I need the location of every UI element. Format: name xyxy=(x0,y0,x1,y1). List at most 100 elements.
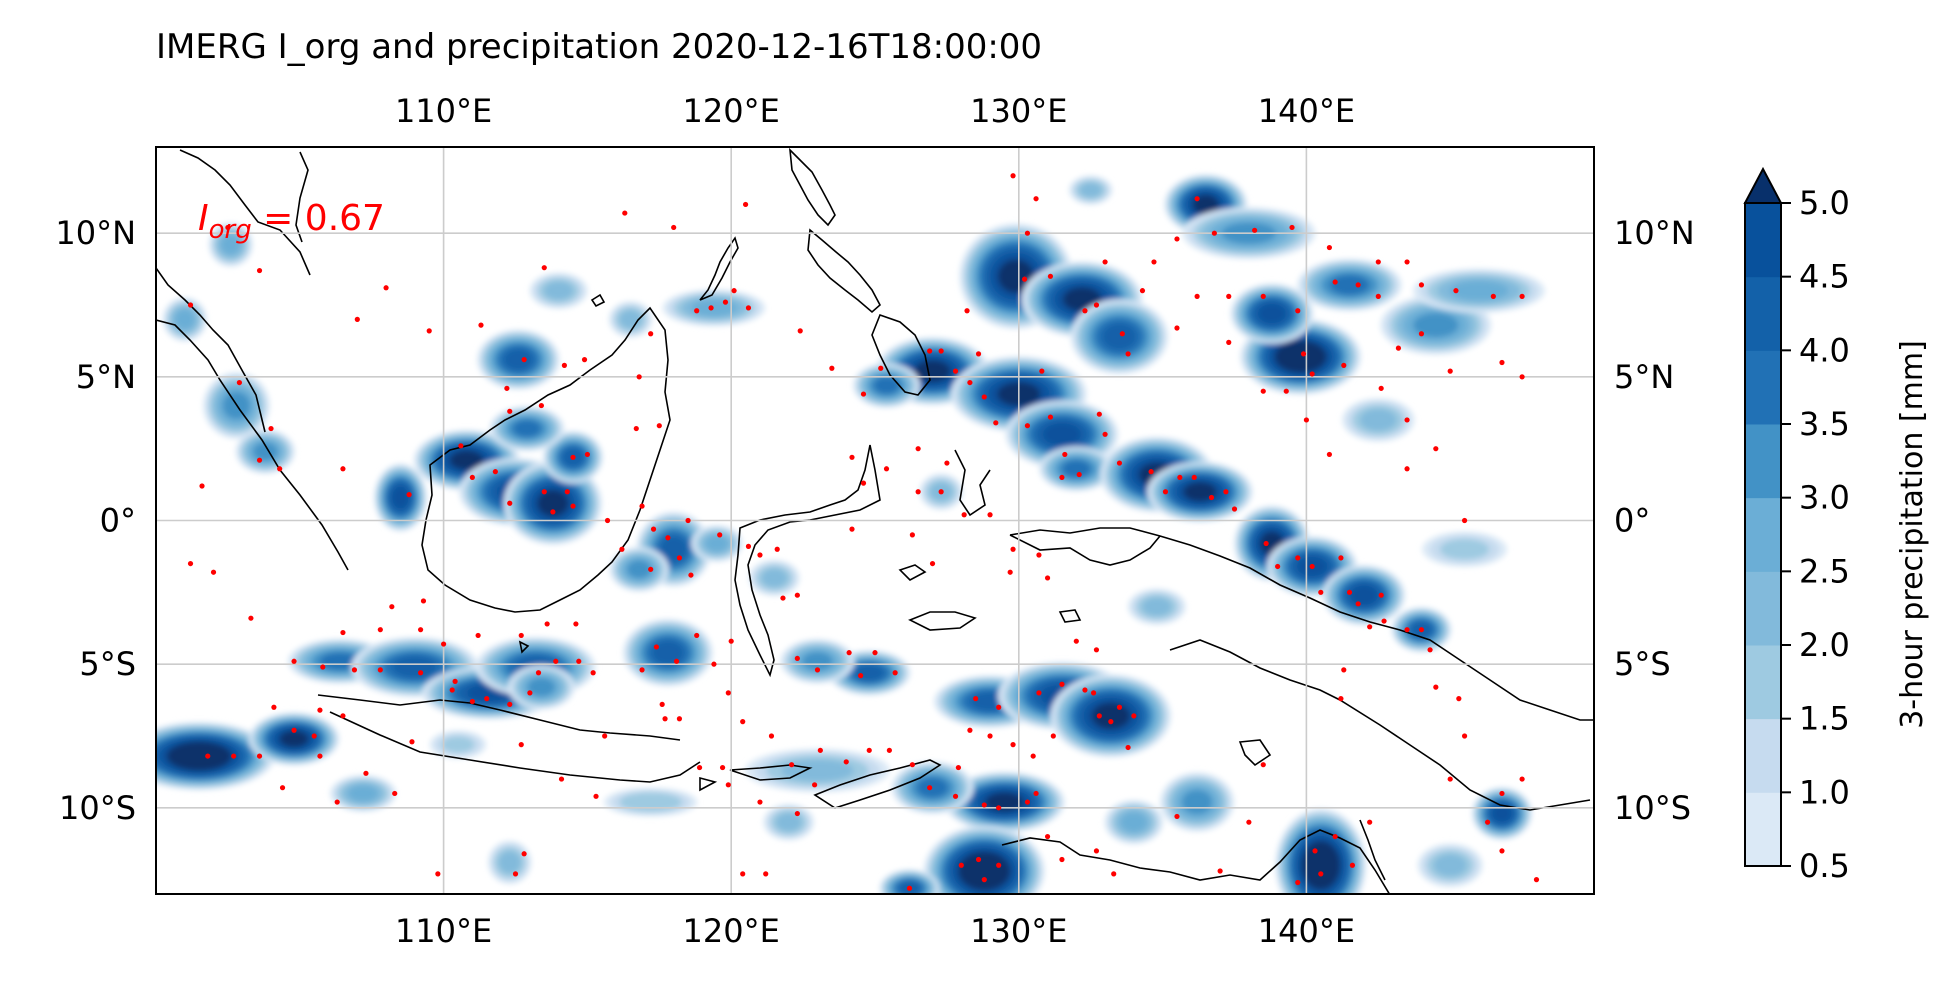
station-point xyxy=(527,690,533,696)
station-point xyxy=(1148,469,1154,475)
station-point xyxy=(1283,388,1289,394)
station-point xyxy=(1223,489,1229,495)
precip-contour xyxy=(873,377,900,394)
precip-cell xyxy=(1297,258,1402,311)
lat-tick-label-left: 10°S xyxy=(59,789,136,827)
station-point xyxy=(1456,696,1462,702)
station-point xyxy=(619,546,625,552)
station-point xyxy=(915,489,921,495)
colorbar-segment xyxy=(1745,718,1781,793)
precip-contour xyxy=(537,490,569,517)
station-point xyxy=(1174,236,1180,242)
station-point xyxy=(1024,423,1031,429)
coastline-cape-york xyxy=(1359,819,1386,881)
station-point xyxy=(1332,279,1338,285)
station-point xyxy=(653,644,660,650)
lat-tick-label-right: 5°N xyxy=(1614,358,1674,396)
station-point xyxy=(1226,293,1232,299)
iorg-annotation: Iorg = 0.67 xyxy=(198,198,385,245)
station-point xyxy=(518,742,524,748)
colorbar-segment xyxy=(1745,645,1781,720)
station-point xyxy=(958,862,964,868)
station-point xyxy=(1059,474,1065,481)
station-point xyxy=(541,489,547,495)
station-point xyxy=(340,629,346,636)
station-point xyxy=(1125,351,1131,357)
station-point xyxy=(636,374,642,380)
station-point xyxy=(993,420,999,426)
coastline-small-island-1 xyxy=(590,293,606,308)
station-point xyxy=(1102,431,1108,437)
station-point xyxy=(1418,331,1425,337)
station-point xyxy=(1208,494,1215,501)
station-point xyxy=(458,443,464,449)
station-point xyxy=(553,658,559,664)
precip-cell xyxy=(944,771,1065,833)
precip-cell xyxy=(156,722,275,791)
station-point xyxy=(955,764,962,771)
station-point xyxy=(1260,388,1266,394)
coastline-sumbawa xyxy=(699,776,718,792)
station-point xyxy=(334,799,340,805)
lat-tick-label-left: 5°S xyxy=(79,645,136,683)
precip-cell xyxy=(608,301,653,338)
colorbar-segment xyxy=(1745,497,1781,572)
station-point xyxy=(1194,196,1200,202)
station-point xyxy=(673,658,680,664)
precip-cell xyxy=(691,525,743,562)
station-point xyxy=(1036,552,1042,558)
station-point xyxy=(794,810,800,817)
station-point xyxy=(639,667,645,673)
station-point xyxy=(1093,647,1100,653)
precip-cell xyxy=(477,329,560,390)
station-point xyxy=(469,698,475,705)
coastline-visayas xyxy=(807,228,882,314)
station-point xyxy=(1073,638,1079,644)
station-point xyxy=(973,696,979,702)
precip-contour xyxy=(627,560,652,579)
station-point xyxy=(452,678,458,684)
precip-cell xyxy=(662,289,766,327)
station-point xyxy=(929,560,936,567)
precip-cell xyxy=(959,223,1073,330)
precip-cell xyxy=(1322,565,1406,626)
colorbar-segment xyxy=(1745,276,1781,351)
precip-contour xyxy=(1079,182,1102,198)
colorbar-segment xyxy=(1745,792,1781,867)
precip-cell xyxy=(923,825,1045,894)
precip-cell xyxy=(489,406,565,451)
coastline-buru xyxy=(898,564,927,581)
station-point xyxy=(849,526,855,532)
precip-contour xyxy=(1360,409,1397,431)
station-point xyxy=(279,785,286,791)
precip-contour xyxy=(391,486,410,509)
precip-cell xyxy=(543,431,603,484)
station-point xyxy=(1338,555,1344,561)
precip-contour xyxy=(441,736,475,753)
precip-cell xyxy=(745,748,890,793)
station-point xyxy=(441,641,447,647)
precip-contour xyxy=(690,299,737,317)
station-point xyxy=(927,785,933,791)
station-point xyxy=(774,546,780,552)
station-point xyxy=(1519,374,1525,380)
precip-cell xyxy=(879,869,940,894)
station-point xyxy=(1499,359,1505,366)
station-point xyxy=(187,560,194,567)
station-point xyxy=(469,474,475,481)
station-point xyxy=(521,357,527,363)
station-point xyxy=(662,716,668,722)
station-point xyxy=(650,526,657,532)
station-point xyxy=(248,615,254,621)
precip-contour xyxy=(503,349,533,371)
station-point xyxy=(1030,753,1036,759)
precip-contour xyxy=(279,730,309,748)
station-point xyxy=(1090,690,1097,696)
station-point xyxy=(225,224,231,231)
station-point xyxy=(719,764,726,771)
precip-contour xyxy=(166,741,232,771)
station-point xyxy=(1050,733,1056,739)
lat-tick-label-left: 0° xyxy=(100,502,136,540)
station-point xyxy=(199,483,205,489)
station-point xyxy=(1418,627,1425,633)
